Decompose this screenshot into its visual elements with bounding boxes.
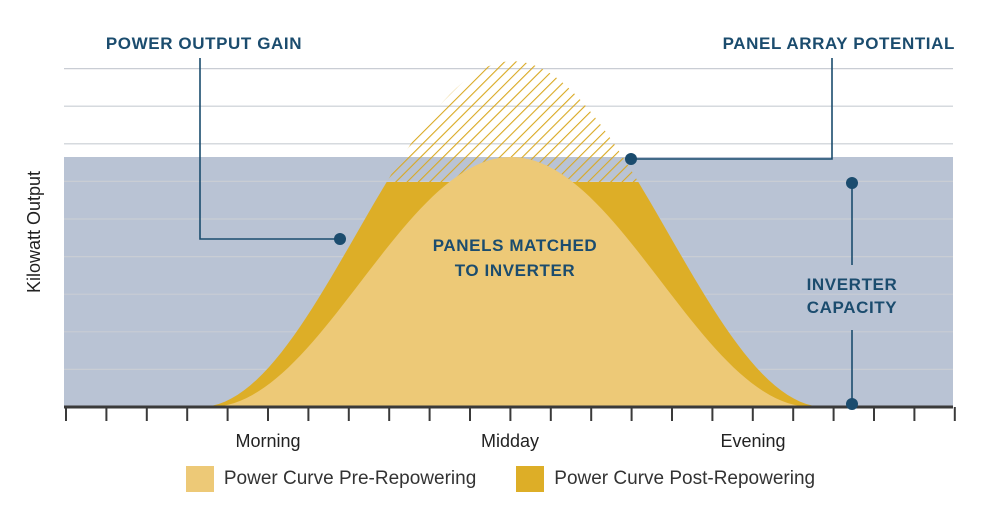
legend-label-post: Power Curve Post-Repowering (554, 468, 816, 489)
legend-swatch-post (516, 466, 545, 492)
x-tick-label: Midday (481, 431, 539, 451)
x-tick-label: Evening (720, 431, 785, 451)
panels-matched-label-line2: TO INVERTER (455, 261, 576, 280)
legend: Power Curve Pre-Repowering Power Curve P… (0, 466, 1001, 492)
power-output-gain-dot (334, 233, 346, 245)
y-axis-label: Kilowatt Output (24, 171, 44, 293)
power-output-gain-leader (199, 58, 340, 240)
legend-label-pre: Power Curve Pre-Repowering (223, 468, 477, 489)
panel-array-potential-leader (631, 58, 833, 160)
panels-matched-label-line1: PANELS MATCHED (433, 236, 598, 255)
x-axis: Morning Midday Evening (64, 405, 956, 451)
panel-array-potential-hatch (386, 61, 639, 182)
chart-svg: Morning Midday Evening POWER OUTPUT GAIN PA… (24, 34, 956, 451)
areas (200, 61, 825, 407)
legend-item-post: Power Curve Post-Repowering (516, 466, 815, 492)
panel-array-potential-dot (625, 153, 637, 165)
legend-item-pre: Power Curve Pre-Repowering (185, 466, 477, 492)
power-output-gain-label: POWER OUTPUT GAIN (106, 34, 302, 53)
pre-repowering-area (210, 157, 812, 407)
inverter-capacity-dot-top (846, 177, 858, 189)
panel-array-potential-label: PANEL ARRAY POTENTIAL (723, 34, 955, 53)
x-tick-label: Morning (235, 431, 300, 451)
inverter-capacity-label-line2: CAPACITY (807, 298, 897, 317)
inverter-capacity-label-line1: INVERTER (807, 275, 898, 294)
legend-swatch-pre (185, 466, 214, 492)
annotations: POWER OUTPUT GAIN PANEL ARRAY POTENTIAL PA… (106, 34, 955, 410)
inverter-capacity-dot-bottom (846, 398, 858, 410)
